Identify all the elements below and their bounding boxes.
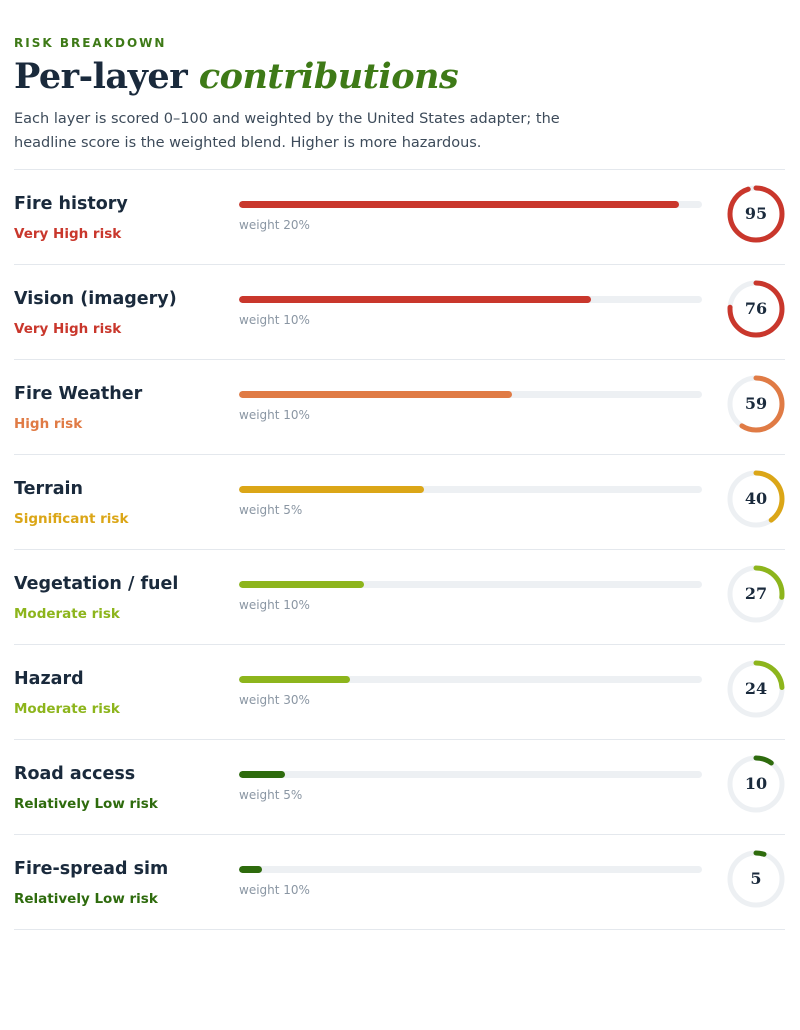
layer-weight: weight 20% bbox=[239, 217, 310, 232]
score-ring-arc bbox=[727, 660, 785, 717]
risk-level-label: Moderate risk bbox=[14, 700, 120, 717]
score-ring-arc bbox=[727, 850, 785, 907]
score-ring-arc bbox=[727, 375, 785, 432]
layer-row-fire-spread-sim: Fire-spread sim Relatively Low risk weig… bbox=[14, 835, 785, 930]
score-bar-track bbox=[239, 485, 702, 493]
layer-weight: weight 10% bbox=[239, 407, 310, 422]
score-ring-graphic bbox=[727, 850, 785, 907]
layer-score: 59 bbox=[744, 393, 768, 413]
score-bar-fill bbox=[239, 390, 513, 398]
section-eyebrow: RISK BREAKDOWN bbox=[14, 36, 167, 50]
risk-level-label: Very High risk bbox=[14, 225, 122, 242]
score-ring: 40 bbox=[726, 469, 786, 529]
layer-weight: weight 10% bbox=[239, 882, 310, 897]
layer-score: 40 bbox=[744, 488, 768, 508]
score-bar-track bbox=[239, 675, 702, 683]
score-ring-graphic bbox=[727, 660, 785, 717]
layer-name: Fire Weather bbox=[14, 383, 143, 404]
score-bar-track bbox=[239, 580, 702, 588]
layer-score: 24 bbox=[744, 678, 768, 698]
score-bar-track bbox=[239, 200, 702, 208]
layer-weight: weight 5% bbox=[239, 502, 303, 517]
layer-row-hazard: Hazard Moderate risk weight 30% 24 bbox=[14, 645, 785, 740]
layer-row-terrain: Terrain Significant risk weight 5% 40 bbox=[14, 455, 785, 550]
score-bar-fill bbox=[239, 200, 679, 208]
score-ring-graphic bbox=[727, 185, 785, 242]
layer-weight: weight 10% bbox=[239, 312, 310, 327]
score-bar-fill bbox=[239, 580, 364, 588]
score-ring-graphic bbox=[727, 565, 785, 622]
layer-name: Road access bbox=[14, 763, 136, 784]
score-ring-graphic bbox=[727, 280, 785, 337]
score-bar-track bbox=[239, 770, 702, 778]
layer-name: Fire history bbox=[14, 193, 128, 214]
layer-name: Vegetation / fuel bbox=[14, 573, 179, 594]
score-bar-track bbox=[239, 865, 702, 873]
layer-row-fire-weather: Fire Weather High risk weight 10% 59 bbox=[14, 360, 785, 455]
layer-row-fire-history: Fire history Very High risk weight 20% 9… bbox=[14, 170, 785, 265]
layer-name: Terrain bbox=[14, 478, 84, 499]
score-ring-arc bbox=[727, 755, 785, 812]
section-description: Each layer is scored 0–100 and weighted … bbox=[14, 110, 560, 151]
score-ring: 95 bbox=[726, 184, 786, 244]
score-bar-fill bbox=[239, 865, 263, 873]
score-ring-arc bbox=[727, 565, 785, 622]
risk-level-label: Significant risk bbox=[14, 510, 129, 527]
score-bar-track bbox=[239, 295, 702, 303]
score-ring: 24 bbox=[726, 659, 786, 719]
score-ring-arc bbox=[727, 470, 785, 527]
layer-name: Vision (imagery) bbox=[14, 288, 177, 309]
score-bar-track bbox=[239, 390, 702, 398]
score-bar-fill bbox=[239, 675, 351, 683]
score-ring-arc bbox=[727, 280, 785, 337]
title-accent: contributions bbox=[198, 56, 459, 97]
layer-score: 27 bbox=[744, 583, 768, 603]
layer-row-vegetation-fuel: Vegetation / fuel Moderate risk weight 1… bbox=[14, 550, 785, 645]
layer-name: Hazard bbox=[14, 668, 84, 689]
layer-weight: weight 10% bbox=[239, 597, 310, 612]
score-ring-graphic bbox=[727, 375, 785, 432]
score-ring-graphic bbox=[727, 755, 785, 812]
score-ring: 27 bbox=[726, 564, 786, 624]
layer-list: Fire history Very High risk weight 20% 9… bbox=[14, 168, 785, 930]
score-bar-fill bbox=[239, 485, 425, 493]
score-ring-arc bbox=[727, 185, 785, 242]
score-ring: 59 bbox=[726, 374, 786, 434]
layer-score: 10 bbox=[744, 773, 768, 793]
risk-level-label: Relatively Low risk bbox=[14, 795, 158, 812]
score-ring: 5 bbox=[726, 849, 786, 909]
risk-level-label: Moderate risk bbox=[14, 605, 120, 622]
risk-level-label: High risk bbox=[14, 415, 83, 432]
score-ring-graphic bbox=[727, 470, 785, 527]
score-ring: 10 bbox=[726, 754, 786, 814]
risk-breakdown-panel: RISK BREAKDOWN Per-layer contributions E… bbox=[14, 36, 785, 930]
score-ring: 76 bbox=[726, 279, 786, 339]
layer-score: 76 bbox=[744, 298, 768, 318]
score-bar-fill bbox=[239, 770, 286, 778]
page-title: Per-layer contributions bbox=[14, 56, 785, 97]
score-bar-fill bbox=[239, 295, 591, 303]
layer-weight: weight 5% bbox=[239, 787, 303, 802]
layer-name: Fire-spread sim bbox=[14, 858, 169, 879]
layer-weight: weight 30% bbox=[239, 692, 310, 707]
title-main: Per-layer bbox=[14, 56, 188, 97]
layer-row-vision-imagery: Vision (imagery) Very High risk weight 1… bbox=[14, 265, 785, 360]
layer-score: 5 bbox=[750, 868, 762, 888]
layer-row-road-access: Road access Relatively Low risk weight 5… bbox=[14, 740, 785, 835]
risk-level-label: Very High risk bbox=[14, 320, 122, 337]
layer-score: 95 bbox=[744, 203, 768, 223]
risk-level-label: Relatively Low risk bbox=[14, 890, 158, 907]
